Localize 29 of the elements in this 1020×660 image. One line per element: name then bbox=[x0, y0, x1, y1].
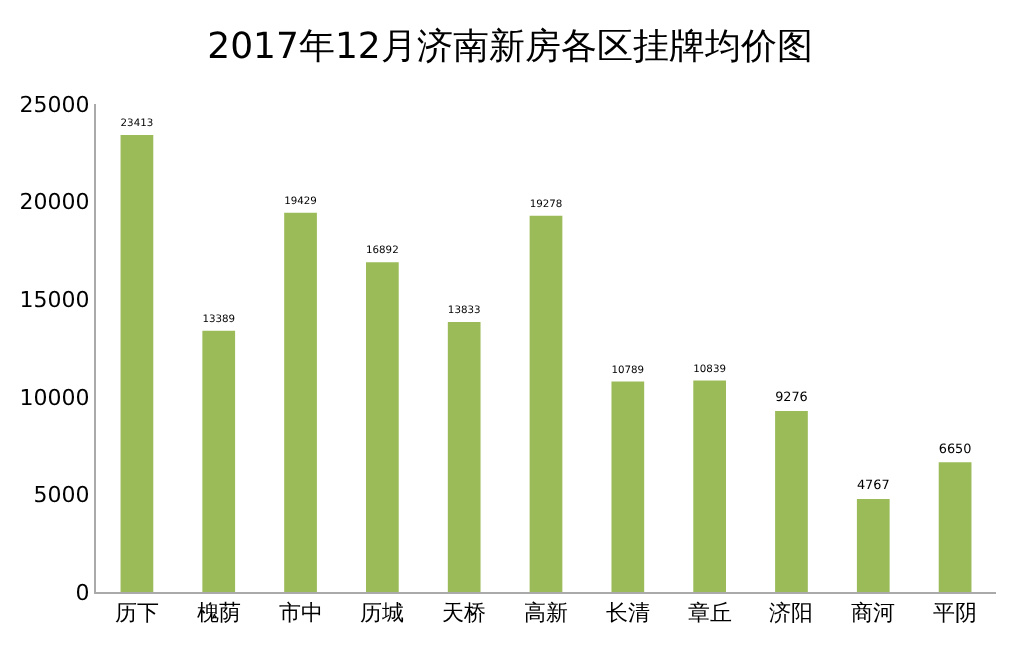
chart-title: 2017年12月济南新房各区挂牌均价图 bbox=[207, 26, 813, 69]
y-tick-label: 20000 bbox=[19, 189, 90, 216]
y-tick-label: 5000 bbox=[33, 482, 90, 509]
x-tick-label: 长清 bbox=[605, 600, 650, 627]
x-tick-label: 槐荫 bbox=[196, 600, 241, 627]
bar bbox=[693, 380, 726, 592]
x-tick-label: 历下 bbox=[114, 600, 159, 627]
y-tick-label: 25000 bbox=[19, 91, 90, 118]
bar bbox=[611, 381, 645, 592]
x-tick-label: 商河 bbox=[851, 600, 896, 627]
y-tick-label: 15000 bbox=[19, 286, 90, 313]
x-tick-label: 平阴 bbox=[933, 600, 978, 627]
x-tick-label: 天桥 bbox=[442, 600, 487, 627]
bar bbox=[284, 212, 317, 592]
bar bbox=[775, 410, 808, 592]
bar bbox=[529, 215, 563, 592]
bar bbox=[366, 262, 399, 592]
bar bbox=[120, 134, 154, 592]
x-tick-label: 济阳 bbox=[769, 600, 814, 627]
x-tick-label: 历城 bbox=[360, 600, 405, 627]
bar bbox=[938, 462, 972, 592]
x-tick-label: 市中 bbox=[278, 600, 323, 627]
x-tick-label: 章丘 bbox=[687, 600, 732, 627]
bar bbox=[202, 330, 236, 592]
y-tick-label: 0 bbox=[75, 579, 90, 606]
bar bbox=[447, 321, 481, 592]
bar bbox=[856, 498, 890, 592]
x-tick-label: 高新 bbox=[524, 600, 568, 627]
y-tick-label: 10000 bbox=[19, 384, 90, 411]
